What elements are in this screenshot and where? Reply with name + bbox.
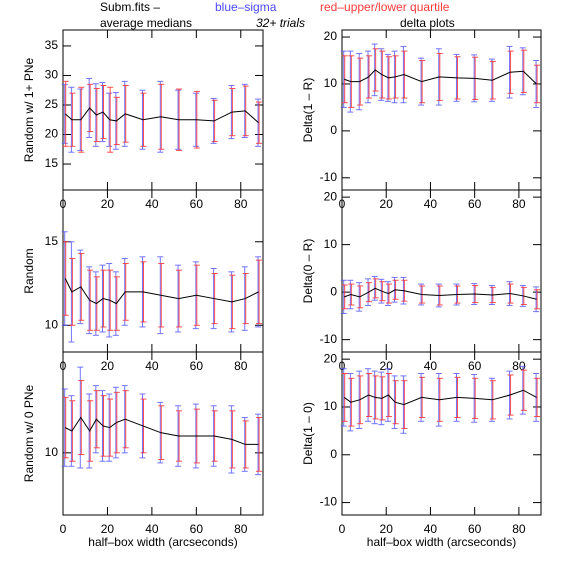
- quartile-error-bar: [256, 101, 263, 144]
- median-line: [343, 389, 537, 406]
- y-tick-label: 0: [330, 447, 337, 461]
- quartile-error-bar: [256, 259, 263, 325]
- y-tick-label: -10: [320, 170, 338, 184]
- x-tick-label: 80: [512, 522, 526, 536]
- x-tick-label: 40: [424, 359, 438, 373]
- x-tick-label: 20: [101, 522, 115, 536]
- x-tick-label: 40: [145, 522, 159, 536]
- x-tick-label: 20: [380, 197, 394, 211]
- x-tick-label: 60: [468, 359, 482, 373]
- y-tick-label: 0: [330, 284, 337, 298]
- median-line: [64, 278, 259, 305]
- median-line: [64, 416, 259, 445]
- x-tick-label: 40: [424, 197, 438, 211]
- median-line: [64, 107, 259, 124]
- x-tick-label: 0: [60, 522, 67, 536]
- x-tick-label: 60: [190, 197, 204, 211]
- sigma-error-bar: [61, 388, 68, 467]
- y-tick-label: 35: [45, 38, 59, 52]
- y-tick-label: 10: [324, 76, 338, 90]
- sigma-error-bar: [61, 231, 68, 326]
- y-tick-label: 0: [330, 123, 337, 137]
- median-line: [344, 69, 537, 85]
- plot-frame: [62, 351, 264, 516]
- left-title: average medians: [100, 16, 192, 30]
- x-tick-label: 80: [234, 359, 248, 373]
- y-axis-label: Random w/ 0 PNe: [22, 384, 36, 482]
- y-tick-label: 15: [45, 234, 59, 248]
- panel: 0 20 40 60 80 10 Random w/ 0 PNe half–box width…: [22, 351, 264, 549]
- quartile-error-bar: [534, 64, 541, 104]
- y-tick-label: 10: [324, 399, 338, 413]
- x-tick-label: 20: [380, 359, 394, 373]
- sigma-legend: blue–sigma: [215, 0, 277, 14]
- y-tick-label: 20: [45, 127, 59, 141]
- x-tick-label: 0: [339, 522, 346, 536]
- y-tick-label: 30: [45, 68, 59, 82]
- y-tick-label: 10: [45, 317, 59, 331]
- plot-frame: [341, 189, 542, 353]
- sigma-error-bar: [61, 83, 68, 144]
- x-tick-label: 60: [468, 522, 482, 536]
- x-tick-label: 40: [145, 359, 159, 373]
- x-tick-label: 60: [190, 359, 204, 373]
- x-tick-label: 60: [190, 522, 204, 536]
- x-tick-label: 80: [234, 197, 248, 211]
- quartile-error-bar: [534, 377, 541, 418]
- plot-frame: [341, 351, 542, 516]
- y-tick-label: 20: [324, 189, 338, 203]
- y-tick-label: 20: [324, 351, 338, 365]
- y-tick-label: -10: [320, 332, 338, 346]
- quartile-error-bar: [256, 417, 263, 472]
- plot-frame: [62, 29, 264, 191]
- file-label: Subm.fits –: [100, 0, 160, 14]
- x-tick-label: 40: [424, 522, 438, 536]
- plot-frame: [62, 189, 264, 353]
- quartile-legend: red–upper/lower quartile: [320, 0, 450, 14]
- x-tick-label: 20: [380, 522, 394, 536]
- x-tick-label: 20: [101, 197, 115, 211]
- y-tick-label: 25: [45, 97, 59, 111]
- y-axis-label: Random w/ 1+ PNe: [22, 57, 36, 162]
- y-tick-label: 20: [324, 29, 338, 43]
- quartile-error-bar: [534, 289, 541, 310]
- y-axis-label: Delta(1 – 0): [301, 402, 315, 465]
- sigma-error-bar: [340, 368, 347, 427]
- x-tick-label: 80: [234, 522, 248, 536]
- y-axis-label: Random: [22, 248, 36, 293]
- x-tick-label: 40: [145, 197, 159, 211]
- y-tick-label: 10: [45, 445, 59, 459]
- y-tick-label: 15: [45, 156, 59, 170]
- y-axis-label: Delta(0 – R): [301, 239, 315, 304]
- x-axis-label: half–box width (arcseconds): [88, 535, 237, 549]
- plot-frame: [341, 29, 542, 191]
- y-tick-label: 10: [324, 237, 338, 251]
- median-line: [344, 287, 537, 300]
- trials-label: 32+ trials: [256, 16, 305, 30]
- sigma-error-bar: [340, 50, 347, 108]
- right-title: delta plots: [400, 16, 455, 30]
- x-tick-label: 60: [468, 197, 482, 211]
- y-tick-label: -10: [320, 495, 338, 509]
- sigma-error-bar: [340, 279, 347, 315]
- y-axis-label: Delta(1 – R): [301, 78, 315, 143]
- x-tick-label: 80: [512, 197, 526, 211]
- x-axis-label: half–box width (arcseconds): [367, 535, 516, 549]
- x-tick-label: 20: [101, 359, 115, 373]
